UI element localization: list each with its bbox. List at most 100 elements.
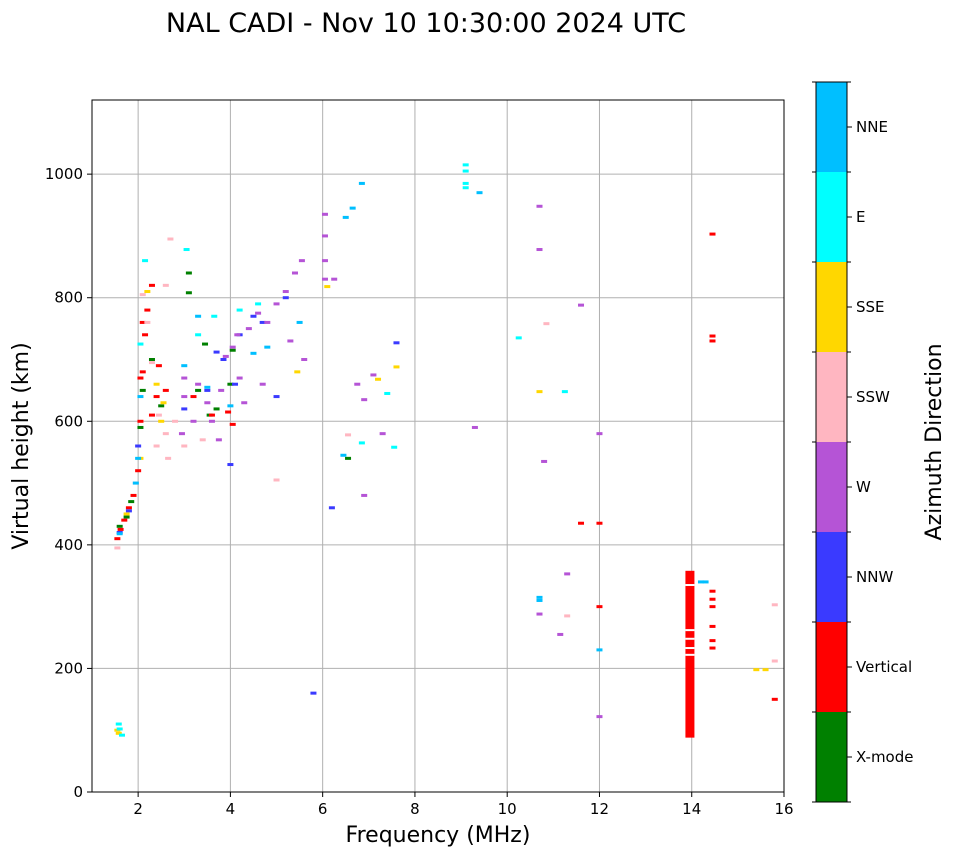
data-point-ssw [162, 432, 169, 436]
data-point-w [536, 204, 543, 208]
data-point-w [370, 373, 377, 377]
data-point-ssw [114, 546, 121, 550]
data-point-e [384, 391, 391, 395]
data-point-nne [536, 595, 543, 599]
data-point-x-mode [137, 425, 144, 429]
data-point-x-mode [213, 407, 220, 411]
data-point-w [215, 438, 222, 442]
colorbar-tick-label: Vertical [856, 658, 912, 676]
y-tick-label: 200 [54, 659, 83, 677]
data-point-vertical [709, 605, 716, 609]
data-point-ssw [199, 438, 206, 442]
data-point-nne [181, 364, 188, 368]
data-point-w [471, 425, 478, 429]
data-point-w [354, 382, 361, 386]
data-point-w [541, 459, 548, 463]
data-point-w [218, 388, 225, 392]
data-point-nnw [232, 382, 239, 386]
data-point-e [462, 181, 469, 185]
data-point-nnw [282, 296, 289, 300]
axis-ticks: 2 4 6 8 10 12 14 16 0 200 400 600 800 1000 [45, 165, 794, 818]
data-point-w [379, 432, 386, 436]
data-point-w [361, 398, 368, 402]
data-point-w [331, 277, 338, 281]
data-point-nne [135, 456, 142, 460]
data-point-w [321, 212, 328, 216]
data-point-e [462, 163, 469, 167]
data-point-e [462, 186, 469, 190]
data-point-vertical [208, 413, 215, 417]
x-axis-label: Frequency (MHz) [346, 823, 531, 848]
data-point-w [264, 320, 271, 324]
data-point-nne [349, 206, 356, 210]
grid-lines [92, 100, 785, 793]
data-point-x-mode [116, 524, 123, 528]
data-point-x-mode [345, 456, 352, 460]
data-point-nnw [273, 395, 280, 399]
data-point-w [301, 358, 308, 361]
colorbar-tick-label: E [856, 208, 865, 226]
data-point-vertical [596, 521, 603, 525]
data-point-sse [153, 382, 160, 386]
data-point-nne [137, 395, 144, 399]
data-point-vertical [190, 395, 197, 399]
x-tick-label: 14 [682, 800, 701, 818]
data-point-vertical [142, 333, 149, 337]
data-point-w [321, 234, 328, 238]
data-point-vertical [139, 370, 146, 374]
colorbar-segment [816, 622, 847, 712]
data-point-x-mode [185, 271, 192, 275]
data-point-ssw [148, 361, 155, 365]
data-point-x-mode [185, 291, 192, 295]
data-point-ssw [771, 603, 778, 607]
colorbar-segment [816, 172, 847, 262]
data-point-sse [393, 365, 400, 369]
data-point-e [561, 390, 568, 394]
colorbar-tick-label: NNE [856, 118, 888, 136]
data-point-x-mode [128, 500, 135, 504]
data-point-vertical [596, 605, 603, 609]
data-point-x-mode [158, 404, 165, 408]
data-point-w [178, 432, 185, 436]
data-point-vertical [709, 597, 716, 601]
colorbar-frame [815, 81, 848, 803]
vertical-band-gap [685, 584, 695, 587]
data-point-x-mode [227, 382, 234, 386]
data-point-sse [536, 390, 543, 394]
data-point-x-mode [229, 348, 236, 352]
x-tick-label: 4 [226, 800, 236, 818]
data-point-e [116, 727, 123, 731]
data-point-e [211, 314, 218, 318]
data-point-vertical [225, 410, 232, 414]
data-point-ssw [144, 320, 151, 324]
colorbar-tick-label: SSW [856, 388, 890, 406]
colorbar-tick-label: NNW [856, 568, 893, 586]
data-point-vertical [135, 469, 142, 473]
data-point-vertical [709, 339, 716, 343]
data-point-sse [160, 401, 167, 405]
data-point-vertical [121, 518, 128, 522]
data-point-ssw [564, 614, 571, 618]
data-point-x-mode [123, 515, 130, 519]
data-point-ssw [165, 456, 172, 460]
data-point-nne [340, 453, 347, 457]
data-point-vertical [709, 646, 716, 650]
data-point-w [564, 572, 571, 576]
data-point-vertical [148, 413, 155, 417]
data-point-x-mode [202, 342, 209, 346]
data-point-sse [115, 731, 122, 735]
colorbar-label: Azimuth Direction [922, 343, 947, 540]
data-point-w [181, 376, 188, 380]
data-point-ssw [543, 322, 550, 326]
data-point-vertical [709, 624, 716, 628]
x-tick-label: 2 [133, 800, 143, 818]
colorbar-tick-label: X-mode [856, 748, 913, 766]
vertical-band-gap [685, 637, 695, 640]
y-tick-label: 0 [73, 783, 83, 801]
data-point-e [115, 722, 122, 726]
data-point-vertical [125, 506, 132, 510]
data-point-nnw [227, 463, 234, 467]
data-point-nne [536, 598, 543, 602]
colorbar-segment [816, 82, 847, 172]
x-tick-label: 8 [410, 800, 420, 818]
